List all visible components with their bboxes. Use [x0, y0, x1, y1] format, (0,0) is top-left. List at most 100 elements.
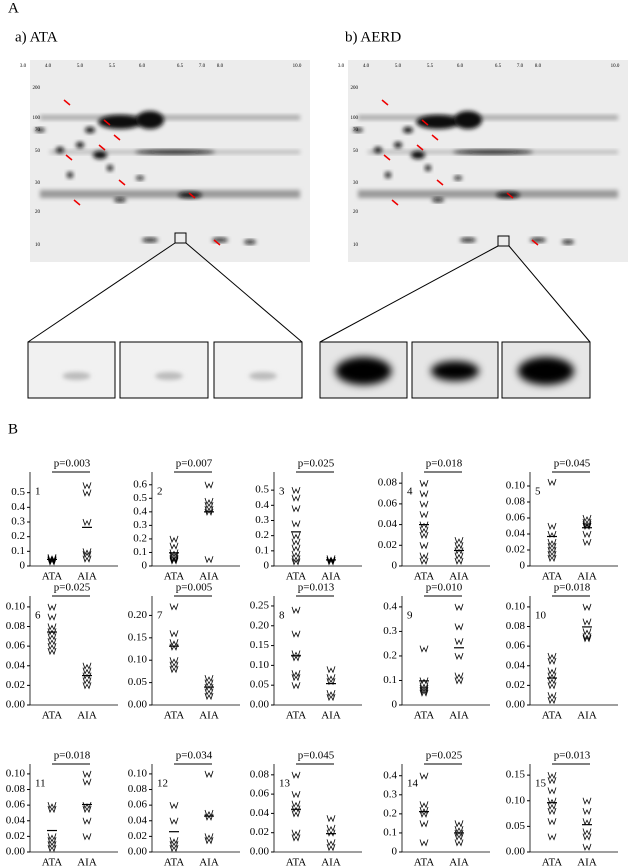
y-tick-label: 0.3 — [255, 514, 269, 526]
zoom-line — [27, 242, 176, 343]
plot-number: 7 — [157, 610, 163, 622]
point — [582, 797, 592, 805]
point — [547, 546, 557, 555]
point — [547, 682, 557, 690]
spot-arrow — [383, 154, 391, 161]
y-tick-label: 0.02 — [506, 544, 525, 556]
point — [291, 555, 301, 563]
y-tick-label: 0.15 — [506, 769, 526, 781]
y-tick-label: 0.06 — [506, 512, 526, 524]
point — [454, 557, 464, 565]
point — [582, 603, 592, 611]
pi-tick-label: 7.0 — [199, 64, 206, 69]
point — [291, 805, 301, 813]
pi-tick-label: 8.0 — [535, 64, 542, 69]
point — [454, 833, 464, 841]
point — [82, 548, 92, 556]
point — [582, 514, 592, 523]
x-tick-label: ATA — [164, 571, 185, 583]
y-tick-label: 0.2 — [255, 529, 269, 541]
axis — [529, 472, 618, 567]
y-tick-label: 0.08 — [506, 620, 526, 632]
y-tick-label: 0.08 — [250, 768, 270, 780]
plot-number: 11 — [35, 778, 46, 790]
y-tick-label: 0.20 — [250, 619, 270, 631]
zoom-line — [508, 245, 591, 343]
y-tick-label: 0.10 — [250, 659, 270, 671]
point — [82, 672, 92, 680]
gel-spot — [244, 240, 256, 244]
point — [419, 689, 429, 697]
p-value: p=0.018 — [426, 458, 463, 470]
p-value: p=0.034 — [176, 750, 213, 762]
gel-spot — [454, 176, 462, 180]
y-tick-label: 0.00 — [506, 699, 526, 711]
x-tick-label: AIA — [199, 571, 219, 583]
pi-tick-label: 6.0 — [457, 64, 464, 69]
point — [582, 518, 592, 527]
point — [419, 557, 429, 565]
gel-spot — [453, 150, 533, 154]
zoom-spot — [62, 372, 91, 380]
point — [454, 547, 464, 555]
spot-arrow — [65, 154, 73, 161]
pi-tick-label: 4.0 — [363, 64, 370, 69]
x-tick-label: ATA — [286, 857, 307, 867]
point — [169, 802, 179, 810]
point — [82, 489, 92, 497]
mw-tick-label: 200 — [351, 86, 359, 91]
x-tick-label: AIA — [77, 857, 97, 867]
point — [547, 657, 557, 665]
gel-spot — [93, 151, 107, 159]
spot-arrow — [421, 119, 429, 126]
point — [291, 520, 301, 528]
point — [169, 661, 179, 669]
gel-title: a) ATA — [15, 29, 58, 45]
y-tick-label: 0.2 — [383, 807, 397, 819]
point — [326, 666, 336, 674]
pi-tick-label: 4.0 — [45, 64, 52, 69]
point — [454, 603, 464, 611]
y-tick-label: 0.04 — [6, 659, 26, 671]
point — [47, 833, 57, 841]
point — [326, 839, 336, 847]
pi-tick-label: 10.0 — [611, 64, 620, 69]
point — [419, 526, 429, 534]
point — [169, 630, 179, 638]
x-tick-label: AIA — [199, 857, 219, 867]
point — [291, 790, 301, 799]
p-value: p=0.025 — [54, 582, 91, 594]
panel-label: B — [8, 421, 18, 437]
gel-band — [358, 115, 618, 120]
y-tick-label: 0.08 — [6, 620, 26, 632]
mw-tick-label: 50 — [353, 149, 359, 154]
y-tick-label: 0.06 — [378, 497, 398, 509]
y-tick-label: 0.3 — [133, 519, 147, 531]
point — [291, 834, 301, 842]
point — [204, 501, 214, 510]
gel-spot — [136, 176, 144, 180]
point — [547, 802, 557, 810]
point — [204, 683, 214, 692]
x-tick-label: AIA — [577, 571, 597, 583]
gel-spot — [35, 128, 45, 132]
spot-arrow — [506, 192, 514, 199]
y-tick-label: 0.4 — [383, 600, 397, 612]
plot-number: 13 — [279, 778, 291, 790]
point — [291, 550, 301, 558]
point — [454, 825, 464, 834]
point — [326, 678, 336, 686]
p-value: p=0.025 — [426, 750, 463, 762]
point — [419, 542, 429, 550]
x-tick-label: AIA — [449, 571, 469, 583]
point — [326, 824, 336, 832]
point — [291, 505, 301, 513]
plot-number: 15 — [535, 778, 547, 790]
point — [169, 549, 179, 557]
point — [47, 623, 57, 631]
point — [547, 692, 557, 700]
zoom-panel — [213, 341, 303, 399]
gel-spot — [136, 111, 164, 129]
point — [204, 497, 214, 506]
spot-arrow — [118, 179, 126, 186]
